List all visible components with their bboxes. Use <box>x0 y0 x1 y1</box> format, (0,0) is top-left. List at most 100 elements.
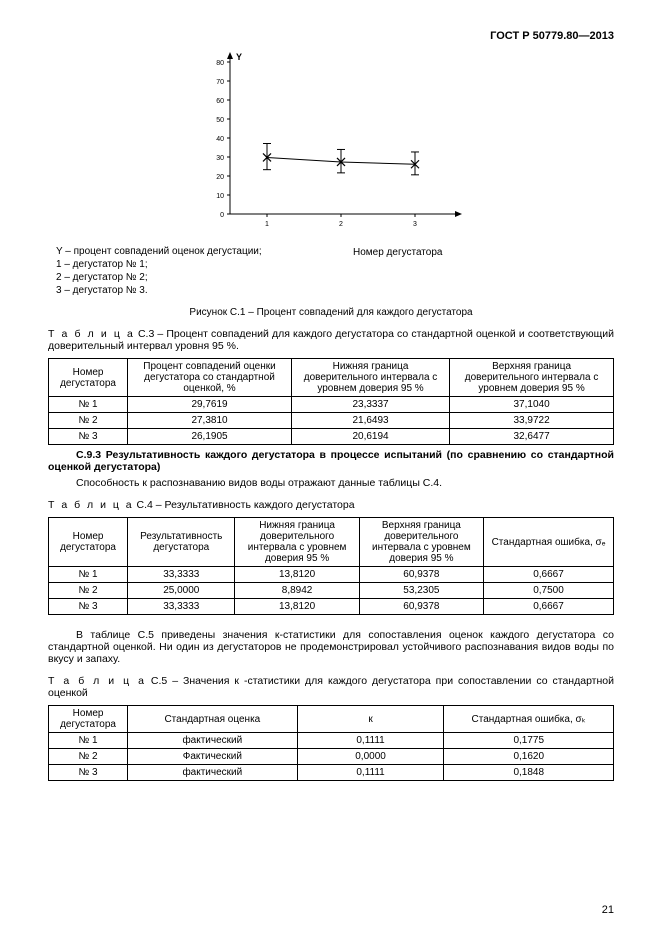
table-c5-title: Т а б л и ц а С.5 – Значения к -статисти… <box>48 675 614 699</box>
td: 0,1111 <box>297 765 444 781</box>
table-row: Номер дегустатора Результативность дегус… <box>49 518 614 567</box>
table-c4: Номер дегустатора Результативность дегус… <box>48 517 614 615</box>
table-c5-title-a: Т а б л и ц а <box>48 675 146 687</box>
table-c3: Номер дегустатора Процент совпадений оце… <box>48 358 614 445</box>
td: № 2 <box>49 583 128 599</box>
td: 0,1620 <box>444 749 614 765</box>
td: фактический <box>128 733 298 749</box>
th: Номер дегустатора <box>49 706 128 733</box>
td: № 3 <box>49 429 128 445</box>
td: 0,6667 <box>484 567 614 583</box>
legend-3: 3 – дегустатор № 3. <box>52 284 313 297</box>
table-c4-title-a: Т а б л и ц а <box>48 499 134 511</box>
td: 0,7500 <box>484 583 614 599</box>
td: 25,0000 <box>128 583 235 599</box>
td: 8,8942 <box>235 583 359 599</box>
svg-text:2: 2 <box>339 221 343 228</box>
page: ГОСТ Р 50779.80—2013 0 10 20 30 40 50 60 70 80 1 2… <box>0 0 662 936</box>
td: 0,1775 <box>444 733 614 749</box>
td: № 1 <box>49 397 128 413</box>
th: Процент совпадений оценки дегустатора со… <box>128 359 292 397</box>
table-row: № 2Фактический0,00000,1620 <box>49 749 614 765</box>
td: № 1 <box>49 567 128 583</box>
td: № 2 <box>49 749 128 765</box>
td: № 3 <box>49 765 128 781</box>
th: к <box>297 706 444 733</box>
page-number: 21 <box>602 904 614 916</box>
chart-c1: 0 10 20 30 40 50 60 70 80 1 2 3 Y <box>48 48 614 241</box>
table-row: № 333,333313,812060,93780,6667 <box>49 599 614 615</box>
th: Стандартная ошибка, σₖ <box>444 706 614 733</box>
document-id: ГОСТ Р 50779.80—2013 <box>48 30 614 42</box>
figure-caption: Рисунок С.1 – Процент совпадений для каж… <box>48 307 614 318</box>
table-c3-title: Т а б л и ц а С.3 – Процент совпадений д… <box>48 328 614 352</box>
svg-text:60: 60 <box>216 98 224 105</box>
table-c5: Номер дегустатора Стандартная оценка к С… <box>48 705 614 781</box>
td: 27,3810 <box>128 413 292 429</box>
svg-text:80: 80 <box>216 60 224 67</box>
td: № 3 <box>49 599 128 615</box>
th: Номер дегустатора <box>49 359 128 397</box>
svg-text:30: 30 <box>216 155 224 162</box>
td: Фактический <box>128 749 298 765</box>
svg-text:50: 50 <box>216 117 224 124</box>
th: Верхняя граница доверительного интервала… <box>450 359 614 397</box>
th: Номер дегустатора <box>49 518 128 567</box>
svg-text:Y: Y <box>236 52 242 62</box>
td: 60,9378 <box>359 567 483 583</box>
td: 23,3337 <box>291 397 449 413</box>
td: № 2 <box>49 413 128 429</box>
td: 33,3333 <box>128 599 235 615</box>
td: 21,6493 <box>291 413 449 429</box>
table-row: Номер дегустатора Процент совпадений оце… <box>49 359 614 397</box>
para-c93: Способность к распознаванию видов воды о… <box>48 477 614 489</box>
svg-text:10: 10 <box>216 193 224 200</box>
table-row: № 129,761923,333737,1040 <box>49 397 614 413</box>
td: 0,1848 <box>444 765 614 781</box>
table-row: № 225,00008,894253,23050,7500 <box>49 583 614 599</box>
td: № 1 <box>49 733 128 749</box>
table-row: № 227,381021,649333,9722 <box>49 413 614 429</box>
svg-text:3: 3 <box>413 221 417 228</box>
td: фактический <box>128 765 298 781</box>
chart-svg: 0 10 20 30 40 50 60 70 80 1 2 3 Y <box>196 48 466 238</box>
table-c4-title-b: С.4 – Результативность каждого дегустато… <box>134 499 355 511</box>
table-c4-title: Т а б л и ц а С.4 – Результативность каж… <box>48 499 614 511</box>
th: Стандартная оценка <box>128 706 298 733</box>
table-row: Номер дегустатора Стандартная оценка к С… <box>49 706 614 733</box>
td: 60,9378 <box>359 599 483 615</box>
legend-right: Номер дегустатора <box>313 245 614 297</box>
table-row: № 133,333313,812060,93780,6667 <box>49 567 614 583</box>
td: 33,9722 <box>450 413 614 429</box>
section-head: С.9.3 Результативность каждого дегустато… <box>48 449 614 473</box>
svg-text:70: 70 <box>216 79 224 86</box>
th: Результативность дегустатора <box>128 518 235 567</box>
svg-text:1: 1 <box>265 221 269 228</box>
td: 53,2305 <box>359 583 483 599</box>
th: Стандартная ошибка, σₑ <box>484 518 614 567</box>
legend-left: Y – процент совпадений оценок дегустации… <box>48 245 313 297</box>
svg-text:40: 40 <box>216 136 224 143</box>
td: 13,8120 <box>235 567 359 583</box>
table-row: № 326,190520,619432,6477 <box>49 429 614 445</box>
section-c93: С.9.3 Результативность каждого дегустато… <box>48 449 614 473</box>
legend-2: 2 – дегустатор № 2; <box>52 271 313 284</box>
td: 13,8120 <box>235 599 359 615</box>
td: 33,3333 <box>128 567 235 583</box>
th: Верхняя граница доверительного интервала… <box>359 518 483 567</box>
td: 0,1111 <box>297 733 444 749</box>
td: 20,6194 <box>291 429 449 445</box>
table-c3-title-a: Т а б л и ц а <box>48 328 135 340</box>
td: 0,6667 <box>484 599 614 615</box>
td: 29,7619 <box>128 397 292 413</box>
th: Нижняя граница доверительного интервала … <box>235 518 359 567</box>
legend-y: Y – процент совпадений оценок дегустации… <box>52 245 313 258</box>
svg-text:0: 0 <box>220 212 224 219</box>
svg-text:20: 20 <box>216 174 224 181</box>
table-row: № 1фактический0,11110,1775 <box>49 733 614 749</box>
legend-row: Y – процент совпадений оценок дегустации… <box>48 245 614 297</box>
td: 37,1040 <box>450 397 614 413</box>
td: 26,1905 <box>128 429 292 445</box>
td: 32,6477 <box>450 429 614 445</box>
legend-1: 1 – дегустатор № 1; <box>52 258 313 271</box>
